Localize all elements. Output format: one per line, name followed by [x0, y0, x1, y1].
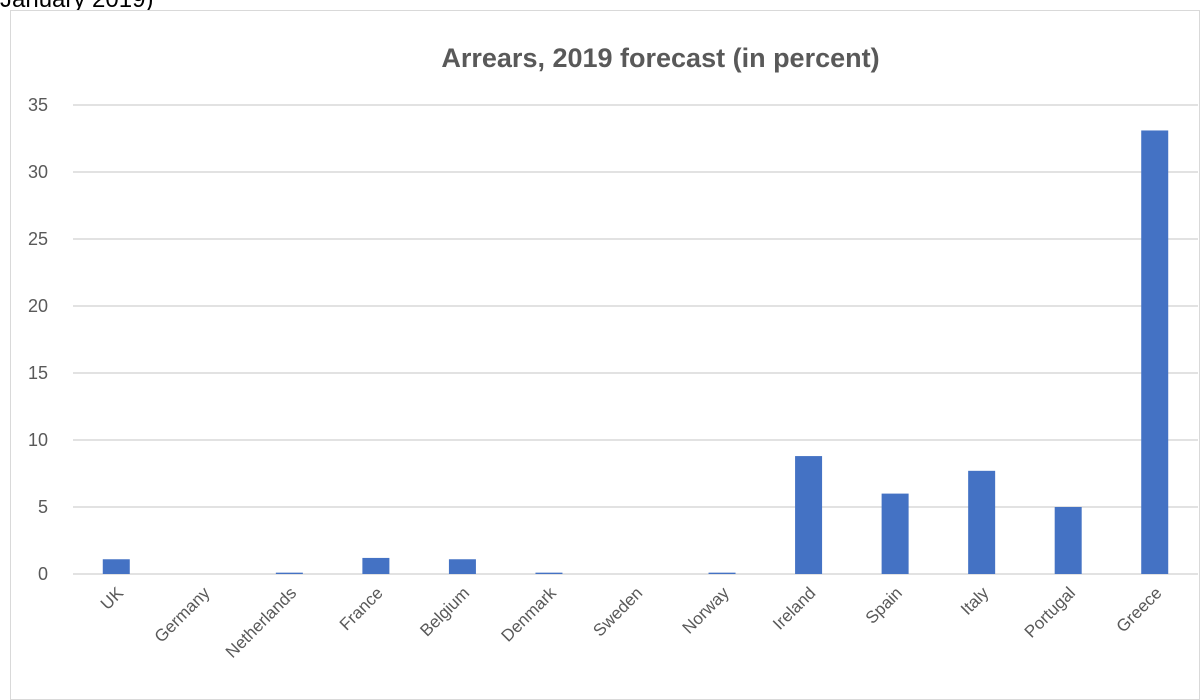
bar-denmark — [535, 572, 563, 574]
x-tick-label: Greece — [1113, 583, 1166, 636]
y-tick-label: 20 — [28, 296, 48, 316]
bars — [102, 130, 1169, 574]
x-tick-label: Italy — [957, 583, 993, 619]
bar-france — [362, 557, 390, 574]
page-caption: January 2019) — [0, 0, 153, 14]
y-tick-label: 10 — [28, 430, 48, 450]
y-tick-label: 30 — [28, 162, 48, 182]
bar-netherlands — [275, 572, 303, 574]
x-tick-label: UK — [97, 583, 128, 614]
x-tick-label: Germany — [151, 583, 214, 646]
chart-title: Arrears, 2019 forecast (in percent) — [441, 43, 879, 73]
bar-italy — [968, 470, 996, 574]
bar-ireland — [795, 456, 823, 574]
x-tick-label: Netherlands — [222, 583, 300, 661]
x-tick-label: Portugal — [1021, 583, 1079, 641]
x-tick-label: Spain — [862, 583, 906, 627]
bar-portugal — [1054, 507, 1082, 574]
x-tick-label: Denmark — [498, 583, 561, 646]
bar-belgium — [448, 559, 476, 574]
y-tick-label: 35 — [28, 95, 48, 115]
bar-uk — [102, 559, 130, 574]
x-tick-label: France — [336, 583, 387, 634]
x-tick-label: Belgium — [416, 583, 473, 640]
x-tick-label: Ireland — [769, 583, 819, 633]
bar-norway — [708, 572, 736, 574]
x-tick-label: Norway — [679, 583, 734, 638]
y-tick-label: 0 — [38, 564, 48, 584]
y-axis-tick-labels: 0 5 10 15 20 25 30 35 — [28, 95, 48, 584]
y-tick-label: 15 — [28, 363, 48, 383]
x-tick-label: Sweden — [589, 583, 646, 640]
x-axis-tick-labels: UK Germany Netherlands France Belgium Denmark… — [97, 583, 1166, 662]
gridlines — [73, 104, 1198, 575]
y-tick-label: 25 — [28, 229, 48, 249]
y-tick-label: 5 — [38, 497, 48, 517]
bar-greece — [1141, 130, 1169, 574]
bar-spain — [881, 493, 909, 574]
